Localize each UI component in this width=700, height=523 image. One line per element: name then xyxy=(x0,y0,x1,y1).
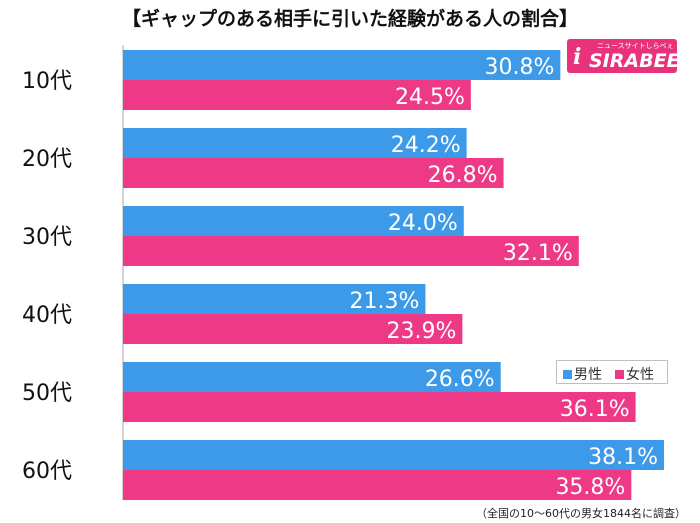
bar-female xyxy=(123,236,579,266)
bar-female xyxy=(123,80,471,110)
footnote: （全国の10～60代の男女1844名に調査） xyxy=(476,507,686,520)
bar-male xyxy=(123,206,464,236)
data-label: 35.8% xyxy=(555,475,625,500)
legend-label-male: 男性 xyxy=(574,367,602,383)
data-label: 24.5% xyxy=(395,85,465,110)
legend-swatch-male xyxy=(563,370,572,379)
data-label: 26.8% xyxy=(428,163,498,188)
sirabee-logo: i ニュースサイトしらべぇ SIRABEE xyxy=(567,39,677,73)
data-label: 36.1% xyxy=(560,397,630,422)
bar-male xyxy=(123,362,501,392)
logo-brand: SIRABEE xyxy=(589,50,677,72)
data-label: 32.1% xyxy=(503,241,573,266)
bar-male xyxy=(123,50,561,80)
bar-female xyxy=(123,392,636,422)
chart-title: 【ギャップのある相手に引いた経験がある人の割合】 xyxy=(121,8,578,30)
legend-item-female: 女性 xyxy=(615,364,654,384)
bar-male xyxy=(123,128,467,158)
category-label: 30代 xyxy=(22,225,72,250)
data-label: 38.1% xyxy=(588,445,658,470)
bar-female xyxy=(123,158,504,188)
legend: 男性 女性 xyxy=(556,360,668,384)
bar-female xyxy=(123,314,463,344)
data-label: 23.9% xyxy=(386,319,456,344)
logo-tagline: ニュースサイトしらべぇ xyxy=(597,42,674,50)
legend-item-male: 男性 xyxy=(563,364,602,384)
data-label: 24.2% xyxy=(391,133,461,158)
data-label: 26.6% xyxy=(425,367,495,392)
bar-female xyxy=(123,470,632,500)
bar-male xyxy=(123,440,664,470)
logo-mark: i xyxy=(573,44,582,70)
category-label: 10代 xyxy=(22,69,72,94)
data-label: 21.3% xyxy=(350,289,420,314)
category-label: 50代 xyxy=(22,381,72,406)
data-label: 24.0% xyxy=(388,211,458,236)
category-label: 20代 xyxy=(22,147,72,172)
legend-swatch-female xyxy=(615,370,624,379)
category-label: 60代 xyxy=(22,459,72,484)
legend-label-female: 女性 xyxy=(626,367,654,383)
category-label: 40代 xyxy=(22,303,72,328)
bar-male xyxy=(123,284,426,314)
data-label: 30.8% xyxy=(484,55,554,80)
